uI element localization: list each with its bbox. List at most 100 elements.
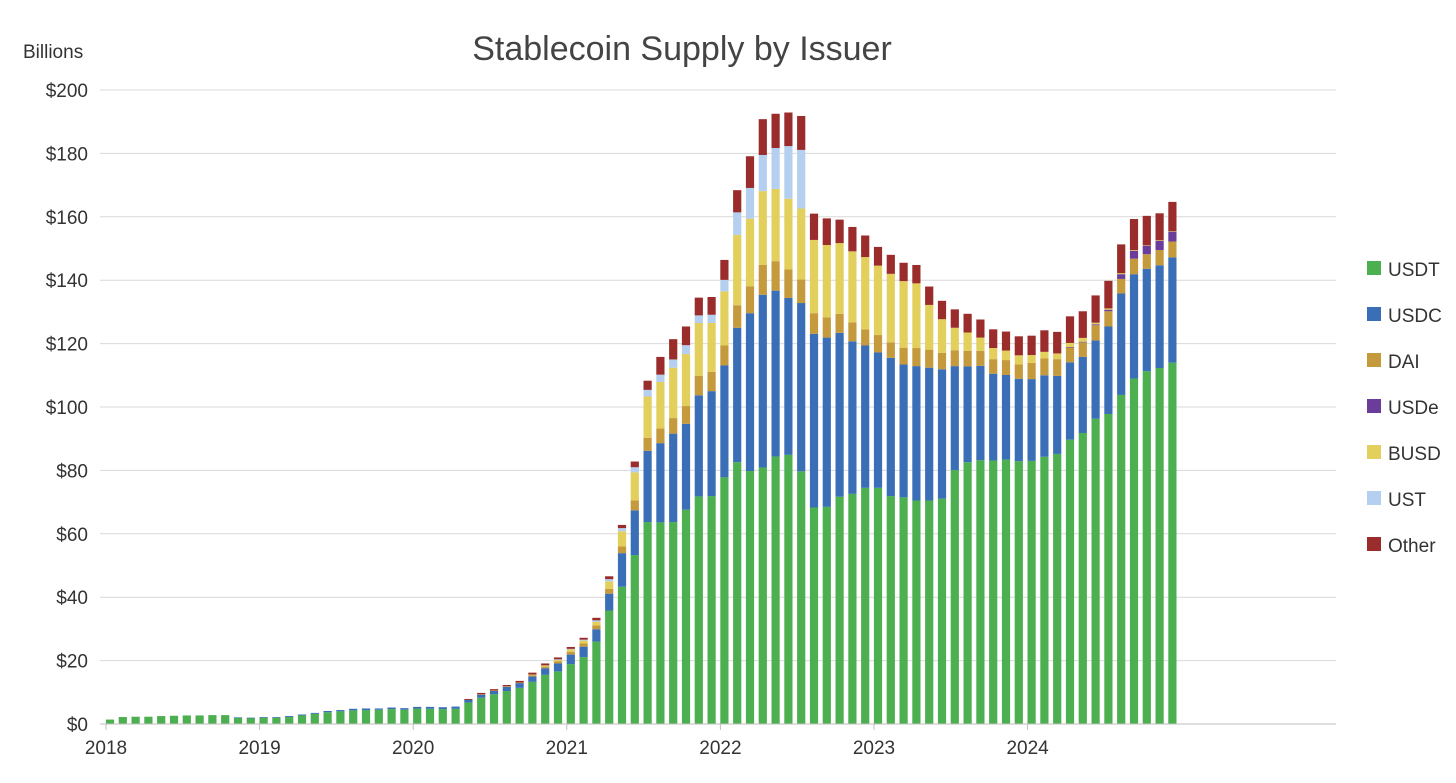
bar-segment-usdc <box>336 710 345 712</box>
bar-segment-busd <box>771 188 780 262</box>
bar-segment-usdt <box>861 487 870 724</box>
bar-segment-dai <box>1168 241 1177 258</box>
bar-segment-dai <box>656 428 665 444</box>
bar-segment-dai <box>1040 358 1049 376</box>
bar-segment-usdt <box>297 715 307 724</box>
bar-segment-usdc <box>285 716 294 718</box>
bar-segment-usdc <box>835 332 844 497</box>
bar-segment-busd <box>553 659 563 662</box>
bar-segment-usdc <box>387 707 396 710</box>
bar-segment-other <box>656 356 665 375</box>
bar-segment-usdt <box>1142 371 1151 724</box>
bar-segment-usdc <box>361 708 371 711</box>
bar-segment-usdt <box>630 555 639 724</box>
y-axis-ticks: $0 $20 $40 $60 $80 $100 $120 $140 $160 $180 $200 <box>46 81 88 736</box>
bar-segment-other <box>541 663 550 666</box>
bar-segment-other <box>464 698 473 700</box>
bar-segment-usdt <box>1078 432 1087 724</box>
bar-segment-usdt <box>285 717 294 724</box>
bar-segment-usdt <box>374 709 383 724</box>
legend-swatch-usdt <box>1367 261 1381 275</box>
bar-segment-usdt <box>1053 453 1062 724</box>
bar-segment-usdc <box>1168 257 1177 363</box>
bar-segment-dai <box>848 322 857 342</box>
bar-segment-usdt <box>873 487 883 724</box>
bar-segment-other <box>681 326 691 346</box>
bar-segment-usdc <box>669 433 678 523</box>
bar-segment-dai <box>771 261 780 291</box>
bar-segment-usdc <box>681 423 691 510</box>
bar-segment-dai <box>937 352 947 370</box>
bar-segment-busd <box>848 251 857 323</box>
bar-segment-dai <box>720 345 729 366</box>
bar-segment-usdc <box>349 708 358 711</box>
bar-segment-usdt <box>1129 378 1139 724</box>
bar-segment-busd <box>592 621 601 626</box>
bar-segment-busd <box>733 234 742 306</box>
bar-segment-other <box>758 119 767 155</box>
bar-segment-busd <box>976 337 985 351</box>
bar-segment-dai <box>899 347 908 365</box>
bar-segment-dai <box>694 375 703 396</box>
bar-segment-usdc <box>451 706 460 709</box>
y-tick-label: $140 <box>46 271 88 292</box>
bar-segment-other <box>835 219 844 244</box>
bar-segment-other <box>643 380 652 390</box>
bar-segment-usdc <box>873 352 883 488</box>
bar-segment-busd <box>656 381 665 429</box>
bar-segment-busd <box>1001 350 1011 361</box>
bar-segment-usdc <box>745 313 755 472</box>
bar-segment-usdc <box>617 553 627 587</box>
bar-segment-busd <box>873 265 883 336</box>
bar-segment-busd <box>630 472 639 501</box>
bar-segment-usdt <box>1117 394 1126 724</box>
bar-segment-usdt <box>758 467 767 724</box>
bar-segment-dai <box>553 661 563 664</box>
bar-segment-usdt <box>976 460 985 724</box>
bar-segment-dai <box>822 317 831 338</box>
bar-segment-usdc <box>374 708 383 710</box>
bar-segment-busd <box>989 348 998 360</box>
bar-segment-usdt <box>989 460 998 724</box>
bar-segment-usdt <box>707 496 716 724</box>
bar-segment-dai <box>566 651 575 655</box>
bar-segment-usdc <box>771 290 780 457</box>
bar-segment-other <box>797 115 806 150</box>
bar-segment-usdc <box>579 646 588 658</box>
bar-segment-dai <box>745 286 755 314</box>
bar-segment-other <box>605 576 614 580</box>
bar-segment-other <box>784 112 793 147</box>
bar-segment-usdc <box>733 327 742 463</box>
bar-segment-usdt <box>579 657 588 724</box>
bar-segment-usdt <box>131 716 140 724</box>
bar-segment-busd <box>899 281 908 348</box>
bar-segment-usdt <box>1155 368 1164 724</box>
bar-segment-ust <box>579 639 588 641</box>
legend-label-other: Other <box>1388 536 1436 557</box>
bar-segment-dai <box>592 625 601 630</box>
bar-segment-usdt <box>1065 439 1075 724</box>
bar-segment-dai <box>515 682 524 684</box>
bar-segment-usdt <box>259 717 268 724</box>
bar-segment-ust <box>617 528 627 532</box>
bar-segment-usdt <box>822 506 831 724</box>
bar-segment-other <box>592 617 601 621</box>
bar-segment-busd <box>1117 273 1126 275</box>
bar-segment-busd <box>822 245 831 318</box>
bar-segment-dai <box>1027 362 1036 380</box>
bar-segment-usdc <box>259 717 268 718</box>
bar-segment-ust <box>630 467 639 473</box>
bar-segment-dai <box>541 666 550 669</box>
bar-segment-usdt <box>400 709 409 724</box>
bar-segment-other <box>912 264 921 284</box>
bar-segment-other <box>937 300 947 320</box>
bar-segment-usdc <box>1040 375 1049 457</box>
x-tick-label: 2022 <box>699 738 741 759</box>
bar-segment-busd <box>963 332 972 351</box>
bar-segment-usdt <box>489 694 499 724</box>
bar-segment-busd <box>912 283 921 349</box>
bar-segment-other <box>771 113 780 149</box>
bar-segment-busd <box>1078 337 1087 342</box>
bar-segment-usdt <box>886 496 895 724</box>
y-tick-label: $60 <box>56 525 88 546</box>
